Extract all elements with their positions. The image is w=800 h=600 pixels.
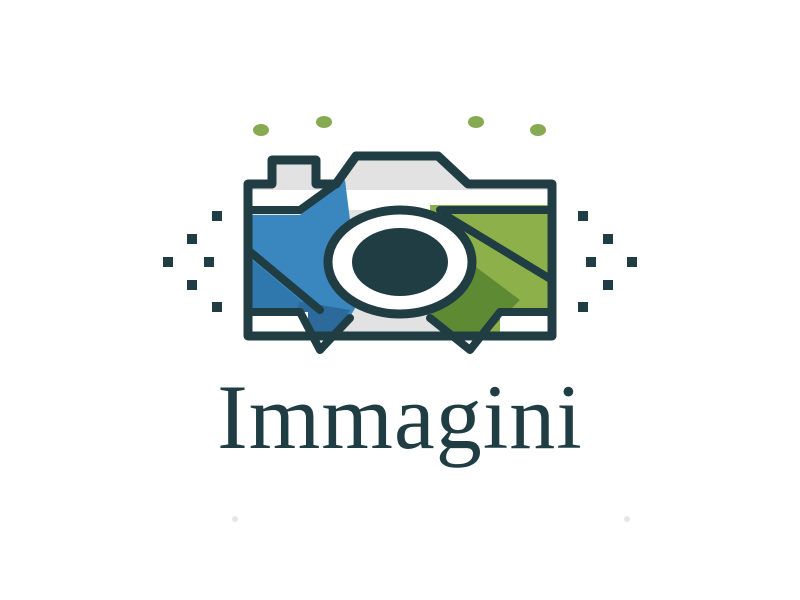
green-dot bbox=[316, 116, 332, 128]
right-pixel-dots bbox=[578, 211, 637, 312]
pixel-dot bbox=[163, 257, 173, 267]
corner-mark bbox=[624, 516, 630, 522]
pixel-dot bbox=[187, 280, 197, 290]
pixel-dot bbox=[578, 211, 588, 221]
green-dot bbox=[468, 116, 484, 128]
pixel-dot bbox=[204, 257, 214, 267]
pixel-dot bbox=[603, 280, 613, 290]
pixel-dot bbox=[603, 234, 613, 244]
left-pixel-dots bbox=[163, 211, 222, 312]
pixel-dot bbox=[627, 257, 637, 267]
pixel-dot bbox=[187, 234, 197, 244]
camera-outline bbox=[243, 151, 557, 341]
green-accent-dots bbox=[253, 116, 546, 136]
green-dot bbox=[253, 124, 269, 136]
camera-icon bbox=[243, 151, 557, 354]
brand-name: Immagini bbox=[217, 366, 583, 468]
green-dot bbox=[530, 124, 546, 136]
pixel-dot bbox=[586, 257, 596, 267]
lens-glass bbox=[352, 228, 448, 296]
pixel-dot bbox=[212, 211, 222, 221]
pixel-dot bbox=[212, 302, 222, 312]
pixel-dot bbox=[578, 302, 588, 312]
corner-mark bbox=[232, 516, 238, 522]
